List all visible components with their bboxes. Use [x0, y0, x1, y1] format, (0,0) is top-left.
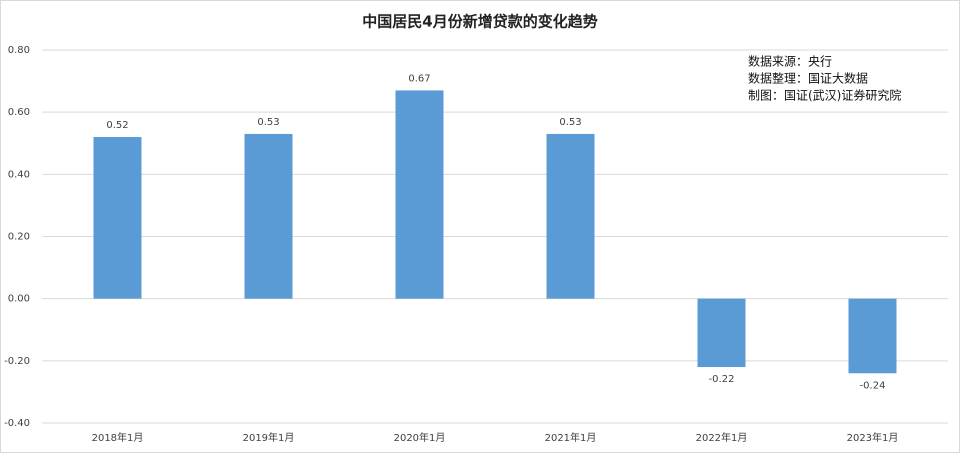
x-tick-label: 2018年1月	[92, 431, 144, 444]
annotation: 数据整理：国证大数据	[748, 71, 868, 86]
chart-title: 中国居民4月份新增贷款的变化趋势	[362, 13, 597, 31]
bar	[848, 298, 897, 374]
value-label: 0.53	[559, 117, 581, 128]
annotation: 制图：国证(武汉)证券研究院	[748, 88, 901, 103]
x-tick-label: 2021年1月	[545, 431, 597, 444]
value-label: 0.67	[408, 73, 430, 84]
bar	[244, 133, 293, 299]
x-tick-label: 2023年1月	[847, 431, 899, 444]
x-tick-label: 2022年1月	[696, 431, 748, 444]
annotation: 数据来源：央行	[748, 54, 832, 69]
bar	[395, 90, 444, 299]
y-tick-label: -0.20	[4, 356, 30, 367]
x-tick-label: 2019年1月	[243, 431, 295, 444]
y-tick-label: 0.20	[8, 232, 30, 243]
bar	[546, 133, 595, 299]
y-tick-label: 0.00	[8, 294, 30, 305]
value-label: -0.22	[709, 374, 735, 385]
value-label: 0.52	[106, 120, 128, 131]
value-label: -0.24	[860, 380, 886, 391]
y-tick-label: 0.60	[8, 107, 30, 118]
value-label: 0.53	[257, 117, 279, 128]
bar	[697, 298, 746, 368]
y-tick-label: 0.40	[8, 169, 30, 180]
bar	[93, 137, 142, 299]
y-tick-label: 0.80	[8, 45, 30, 56]
y-tick-label: -0.40	[4, 418, 30, 429]
x-tick-label: 2020年1月	[394, 431, 446, 444]
